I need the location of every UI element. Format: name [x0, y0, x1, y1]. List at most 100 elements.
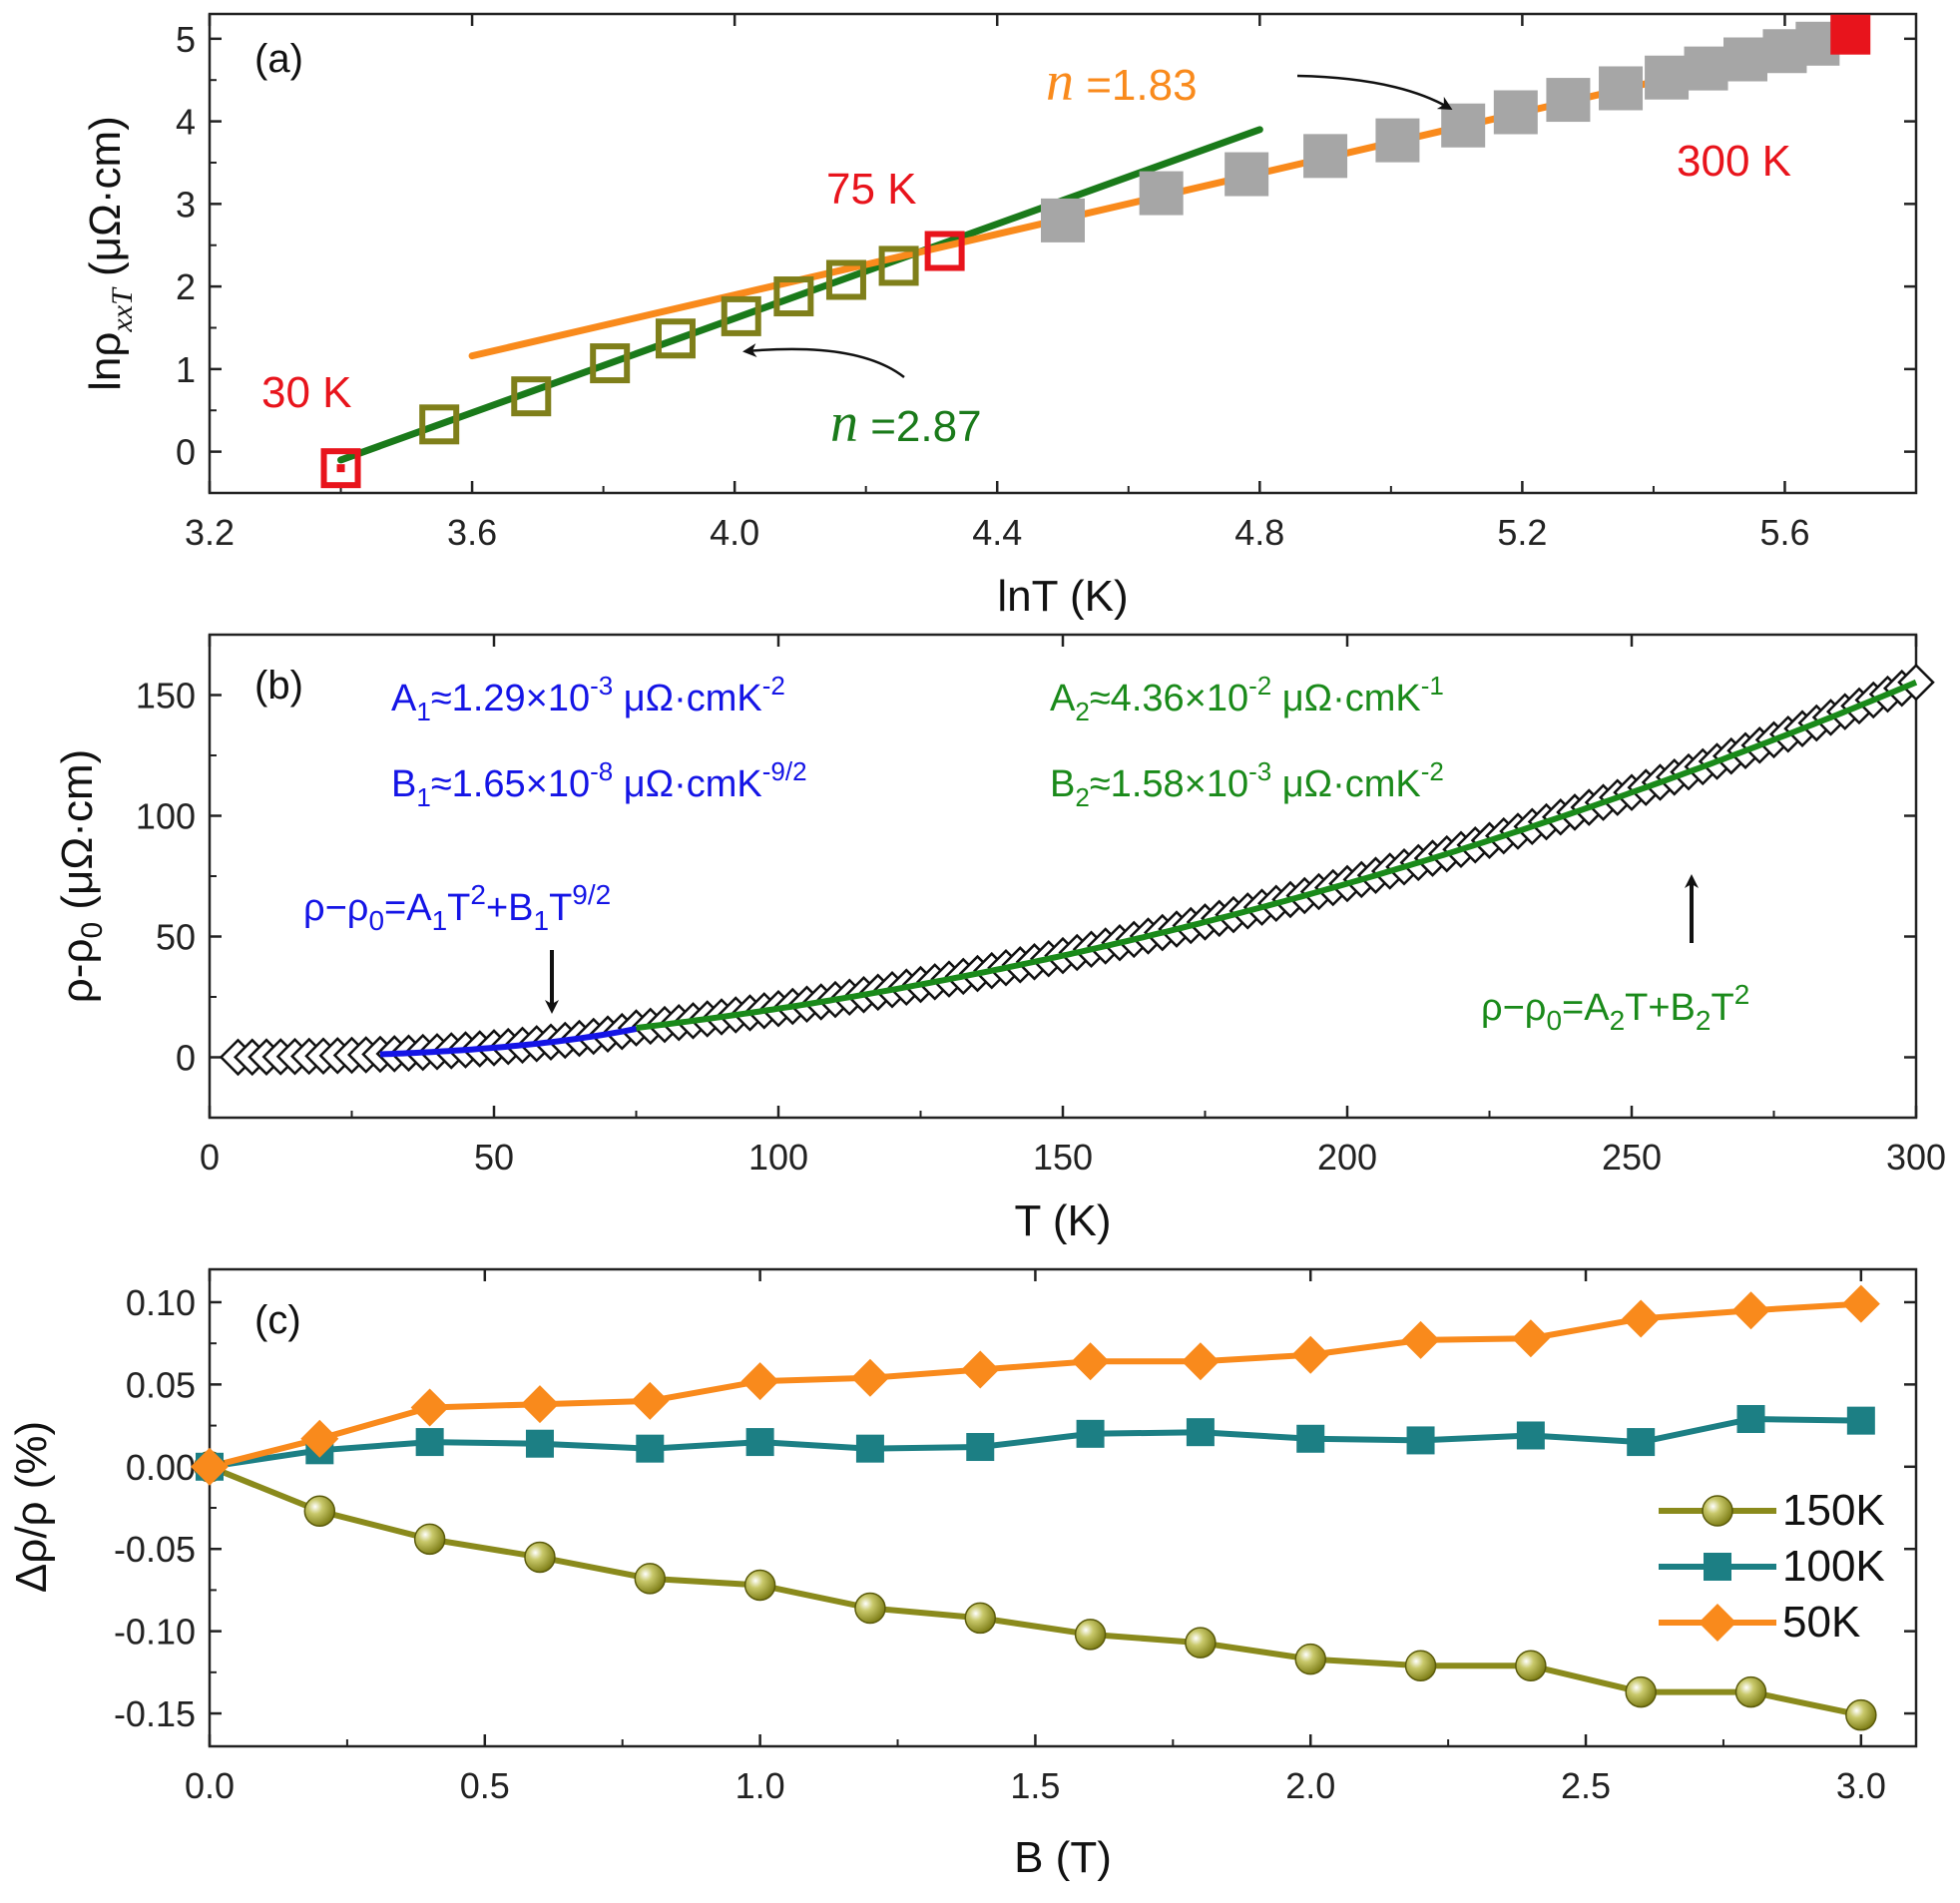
point-150k	[1294, 1643, 1326, 1675]
b2-annotation: B2≈1.58×10-3 μΩ·cmK-2	[1050, 756, 1444, 812]
panel-a-xtick-label: 4.0	[710, 512, 759, 553]
point-50k	[520, 1385, 559, 1424]
panel-c-xtick-label: 0.0	[185, 1765, 235, 1806]
eq-low: ρ−ρ0=A1T2+B1T9/2	[303, 879, 611, 936]
legend-marker-50k	[1699, 1604, 1736, 1642]
legend-label-50k: 50K	[1782, 1598, 1860, 1647]
panel-b-ylabel: ρ-ρ0 (μΩ·cm)	[53, 749, 109, 1003]
series-line-50k	[209, 1300, 1861, 1470]
panel-b-xtick-label: 50	[474, 1137, 514, 1178]
panel-c-series	[191, 1284, 1880, 1731]
point-150k	[413, 1523, 446, 1556]
fit-curve-low	[379, 1026, 638, 1058]
point-100k	[855, 1434, 884, 1463]
series-line-100k	[209, 1415, 1861, 1470]
panel-a-ytick-label: 4	[176, 102, 196, 143]
panel-c-ytick-label: 0.05	[126, 1364, 196, 1405]
point-150k	[524, 1541, 556, 1574]
panel-a-xtick-label: 5.2	[1497, 512, 1547, 553]
panel-c-xtick-label: 2.5	[1561, 1765, 1611, 1806]
panel-a-ytick-label: 5	[176, 19, 196, 60]
point-150k	[1404, 1650, 1437, 1681]
high-t-point	[1493, 90, 1538, 135]
point-100k	[636, 1434, 665, 1463]
high-t-point	[1546, 78, 1591, 123]
panel-b-xtick-label: 300	[1886, 1137, 1946, 1178]
point-50k	[850, 1358, 889, 1397]
fit-line-n287	[337, 126, 1263, 464]
panel-c-ytick-label: 0.10	[126, 1282, 196, 1323]
panel-c-xlabel: B (T)	[1014, 1833, 1112, 1882]
panel-a-xtick-label: 4.4	[972, 512, 1022, 553]
point-50k	[631, 1381, 670, 1420]
high-t-point	[1723, 37, 1767, 82]
high-t-point	[1303, 134, 1348, 179]
point-100k	[525, 1429, 554, 1458]
point-50k	[740, 1362, 779, 1401]
point-50k	[1622, 1299, 1661, 1338]
high-t-point	[1375, 118, 1420, 163]
label-75k: 75 K	[826, 165, 917, 214]
high-t-point	[1041, 198, 1085, 242]
panel-b-fits	[379, 679, 1918, 1058]
point-150k	[1074, 1619, 1107, 1651]
panel-b-xtick-label: 250	[1602, 1137, 1662, 1178]
point-100k	[1627, 1428, 1656, 1457]
low-t-point	[878, 245, 919, 286]
point-50k	[1071, 1342, 1110, 1381]
high-t-point	[1684, 46, 1728, 91]
point-150k	[964, 1602, 997, 1635]
panel-a-xtick-label: 3.2	[185, 512, 235, 553]
point-100k	[1076, 1419, 1105, 1448]
point-300k	[1830, 14, 1871, 55]
panel-b-label: (b)	[254, 664, 303, 708]
point-50k	[1291, 1335, 1330, 1374]
high-t-point	[1139, 171, 1184, 216]
a1-annotation: A1≈1.29×10-3 μΩ·cmK-2	[391, 671, 785, 726]
panel-c-ylabel: Δρ/ρ (%)	[7, 1421, 56, 1593]
point-150k	[303, 1495, 336, 1528]
point-100k	[745, 1428, 774, 1457]
point-75k	[924, 231, 965, 271]
panel-c-xtick-label: 3.0	[1836, 1765, 1886, 1806]
point-30k	[320, 448, 361, 489]
panel-c-ytick-label: -0.15	[114, 1693, 196, 1734]
point-30k-center	[336, 464, 345, 473]
point-50k	[1401, 1320, 1440, 1359]
panel-a-ticks: 3.2 3.6 4.0 4.4 4.8 5.2 5.6 0 1 2 3 4 5	[176, 14, 1916, 553]
point-100k	[1186, 1418, 1215, 1447]
point-150k	[854, 1592, 886, 1625]
panel-c-legend: 150K 100K 50K	[1659, 1486, 1885, 1647]
low-t-point	[511, 376, 552, 417]
point-100k	[966, 1433, 995, 1462]
panel-b-ytick-label: 0	[176, 1038, 196, 1079]
point-150k	[1734, 1675, 1767, 1708]
panel-c-xtick-label: 2.0	[1285, 1765, 1335, 1806]
b1-annotation: B1≈1.65×10-8 μΩ·cmK-9/2	[391, 756, 807, 812]
legend-marker-100k	[1704, 1553, 1731, 1581]
panel-a-ytick-label: 1	[176, 349, 196, 390]
point-100k	[1736, 1404, 1765, 1433]
point-50k	[410, 1388, 449, 1427]
panel-a-xtick-label: 4.8	[1234, 512, 1284, 553]
point-100k	[415, 1428, 444, 1457]
panel-a-points	[320, 14, 1871, 489]
low-t-point	[419, 404, 460, 445]
panel-a-label: (a)	[254, 37, 303, 81]
point-50k	[1841, 1284, 1880, 1323]
a2-annotation: A2≈4.36×10-2 μΩ·cmK-1	[1050, 671, 1444, 726]
point-150k	[743, 1569, 776, 1602]
point-50k	[1731, 1291, 1770, 1330]
arrow-n-high	[1296, 74, 1453, 110]
panel-b-ytick-label: 50	[156, 917, 196, 958]
eq-high: ρ−ρ0=A2T+B2T2	[1481, 979, 1749, 1036]
panel-b-ytick-label: 100	[136, 796, 196, 837]
panel-b-ytick-label: 150	[136, 676, 196, 716]
point-150k	[1625, 1675, 1657, 1708]
panel-c-xtick-label: 0.5	[460, 1765, 510, 1806]
panel-c-ticks: 0.0 0.5 1.0 1.5 2.0 2.5 3.0 -0.15 -0.10 -0.05 0.00…	[114, 1269, 1916, 1806]
panel-a-ylabel: lnρxxT (μΩ·cm)	[81, 116, 139, 391]
legend-label-150k: 150K	[1782, 1486, 1885, 1535]
